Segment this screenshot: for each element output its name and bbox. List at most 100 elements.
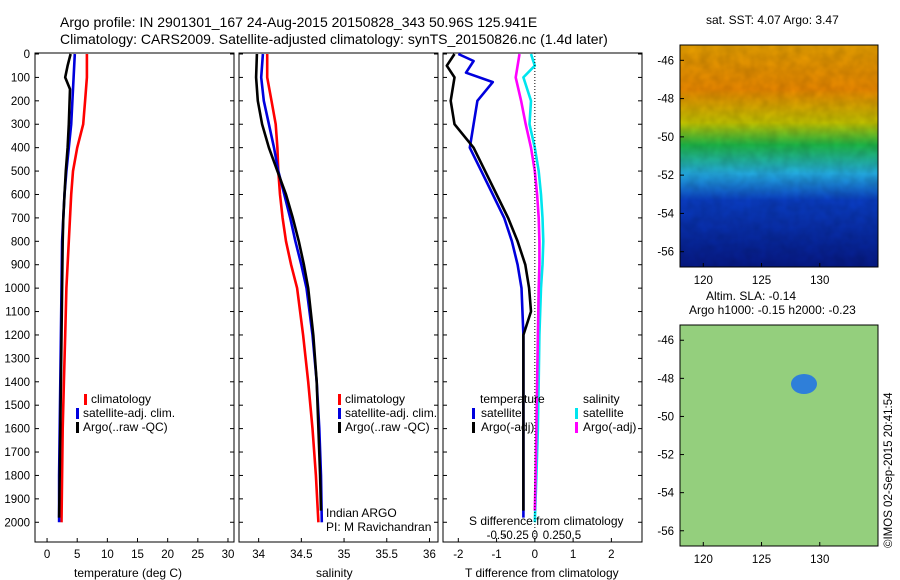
depth-tick-label: 1300 [4,353,30,365]
x-tick-label: 20 [161,549,174,561]
lon-tick-label: 130 [810,554,829,566]
x-tick-label: 35.5 [376,549,398,561]
x-tick-label: 36 [423,549,436,561]
legend-swatch-climatology [84,394,87,405]
depth-tick-label: 1900 [4,494,30,506]
lat-tick-label: -52 [657,170,674,182]
x-tick-label: 15 [131,549,144,561]
sst-map-frame [679,44,879,268]
series-line-satellite-adj-clim- [259,53,324,523]
legend-label-t-satellite: satellite [481,406,522,420]
legend-swatch-climatology [338,394,341,405]
legend-swatch-t-argo [472,422,475,433]
salinity-panel-frame [238,52,439,543]
x-tick-label: 5 [74,549,80,561]
series-line-argo-raw-qc- [254,53,323,511]
legend-swatch-s-satellite [575,408,578,419]
series-line-salinity-satellite [522,53,545,523]
sst-map: sat. SST: 4.07 Argo: 3.47 [679,13,879,268]
legend-swatch-satellite [338,408,341,419]
x-tick-label: 1 [570,549,576,561]
salinity-legend: climatology satellite-adj. clim. Argo(..… [326,392,437,534]
difference-legend: temperature salinity satellite Argo(-adj… [472,392,636,434]
legend-swatch-s-argo [575,422,578,433]
depth-tick-label: 1100 [5,307,30,319]
temperature-plot: 0 5 10 15 20 25 30 [44,53,234,561]
series-line-temperature-argo-adj- [445,53,533,511]
sla-map-negative-anomalies [680,325,878,546]
depth-tick-label: 900 [11,260,30,272]
lon-tick-label: 120 [694,554,713,566]
x-tick-label: 0 [532,549,538,561]
lat-tick-label: -46 [657,55,674,67]
x-tick-label: 25 [191,549,204,561]
x-tick-label: 35 [338,549,351,561]
s-tick-label: 0 [532,530,538,542]
lon-tick-label: 130 [810,275,829,287]
s-tick-label: 0.5 [565,530,581,542]
lat-tick-label: -56 [657,247,674,259]
note-institution: Indian ARGO [326,506,397,520]
temperature-legend: climatology satellite-adj. clim. Argo(..… [76,392,175,434]
lat-tick-label: -48 [657,94,674,106]
lon-tick-label: 125 [752,554,771,566]
temperature-axis-label: temperature (deg C) [74,566,182,580]
legend-swatch-argo [76,422,79,433]
header-line-1: Argo profile: IN 2901301_167 24-Aug-2015… [60,14,538,30]
depth-tick-label: 200 [11,96,30,108]
sla-map-frame [679,324,879,547]
depth-tick-label: 1500 [4,400,30,412]
s-difference-ticks: -0.5-0.25 0 0.25 0.5 [487,530,581,542]
salinity-plot: 34 34.5 35 35.5 36 [252,53,436,561]
sst-map-title: sat. SST: 4.07 Argo: 3.47 [706,13,839,27]
depth-tick-label: 400 [11,143,30,155]
lat-tick-label: -50 [657,132,674,144]
temperature-panel-frame [34,52,235,543]
legend-label-climatology: climatology [91,392,151,406]
series-line-temperature-satellite [457,52,525,518]
x-tick-label: -2 [453,549,463,561]
depth-axis: 0 100 200 300 400 500 600 700 800 900 1000 1100 1200… [4,49,642,529]
depth-tick-label: 2000 [4,517,30,529]
depth-tick-label: 1200 [4,330,30,342]
s-tick-label: -0.25 [503,530,529,542]
depth-tick-label: 600 [11,189,30,201]
x-tick-label: 34 [252,549,265,561]
depth-tick-label: 1400 [4,377,30,389]
x-tick-label: 0 [44,549,50,561]
depth-tick-label: 1600 [4,424,30,436]
legend-header-salinity: salinity [583,392,620,406]
legend-label-s-argo: Argo(-adj) [583,420,636,434]
legend-label-s-satellite: satellite [583,406,624,420]
sst-map-texture [680,45,878,267]
depth-tick-label: 500 [11,166,30,178]
legend-label-argo: Argo(..raw -QC) [345,420,430,434]
lat-tick-label: -54 [657,488,674,500]
lat-tick-label: -56 [657,526,674,538]
note-pi: PI: M Ravichandran [326,520,431,534]
s-tick-label: -0.5 [487,530,507,542]
map-axes: -46 -48 -50 -52 -54 -56 120 125 130 -46 -48 -50 -52 -… [657,55,829,566]
legend-swatch-argo [338,422,341,433]
depth-tick-label: 1000 [4,283,30,295]
depth-tick-label: 1800 [4,470,30,482]
legend-label-argo: Argo(..raw -QC) [83,420,168,434]
series-line-climatology [60,54,89,523]
lon-tick-label: 125 [752,275,771,287]
legend-swatch-satellite [76,408,79,419]
s-tick-label: 0.25 [543,530,565,542]
lat-tick-label: -54 [657,208,674,220]
depth-tick-label: 800 [11,236,30,248]
lat-tick-label: -48 [657,373,674,385]
imos-stamp: ©IMOS 02-Sep-2015 20:41:54 [883,392,895,548]
header-line-2: Climatology: CARS2009. Satellite-adjuste… [60,31,608,47]
difference-panel-frame [442,52,643,543]
lat-tick-label: -46 [657,335,674,347]
sla-map-title-1: Altim. SLA: -0.14 [706,289,796,303]
t-difference-axis-label: T difference from climatology [465,566,619,580]
x-tick-label: -1 [491,549,501,561]
legend-swatch-t-satellite [472,408,475,419]
salinity-axis-label: salinity [316,566,353,580]
depth-tick-label: 700 [11,213,30,225]
